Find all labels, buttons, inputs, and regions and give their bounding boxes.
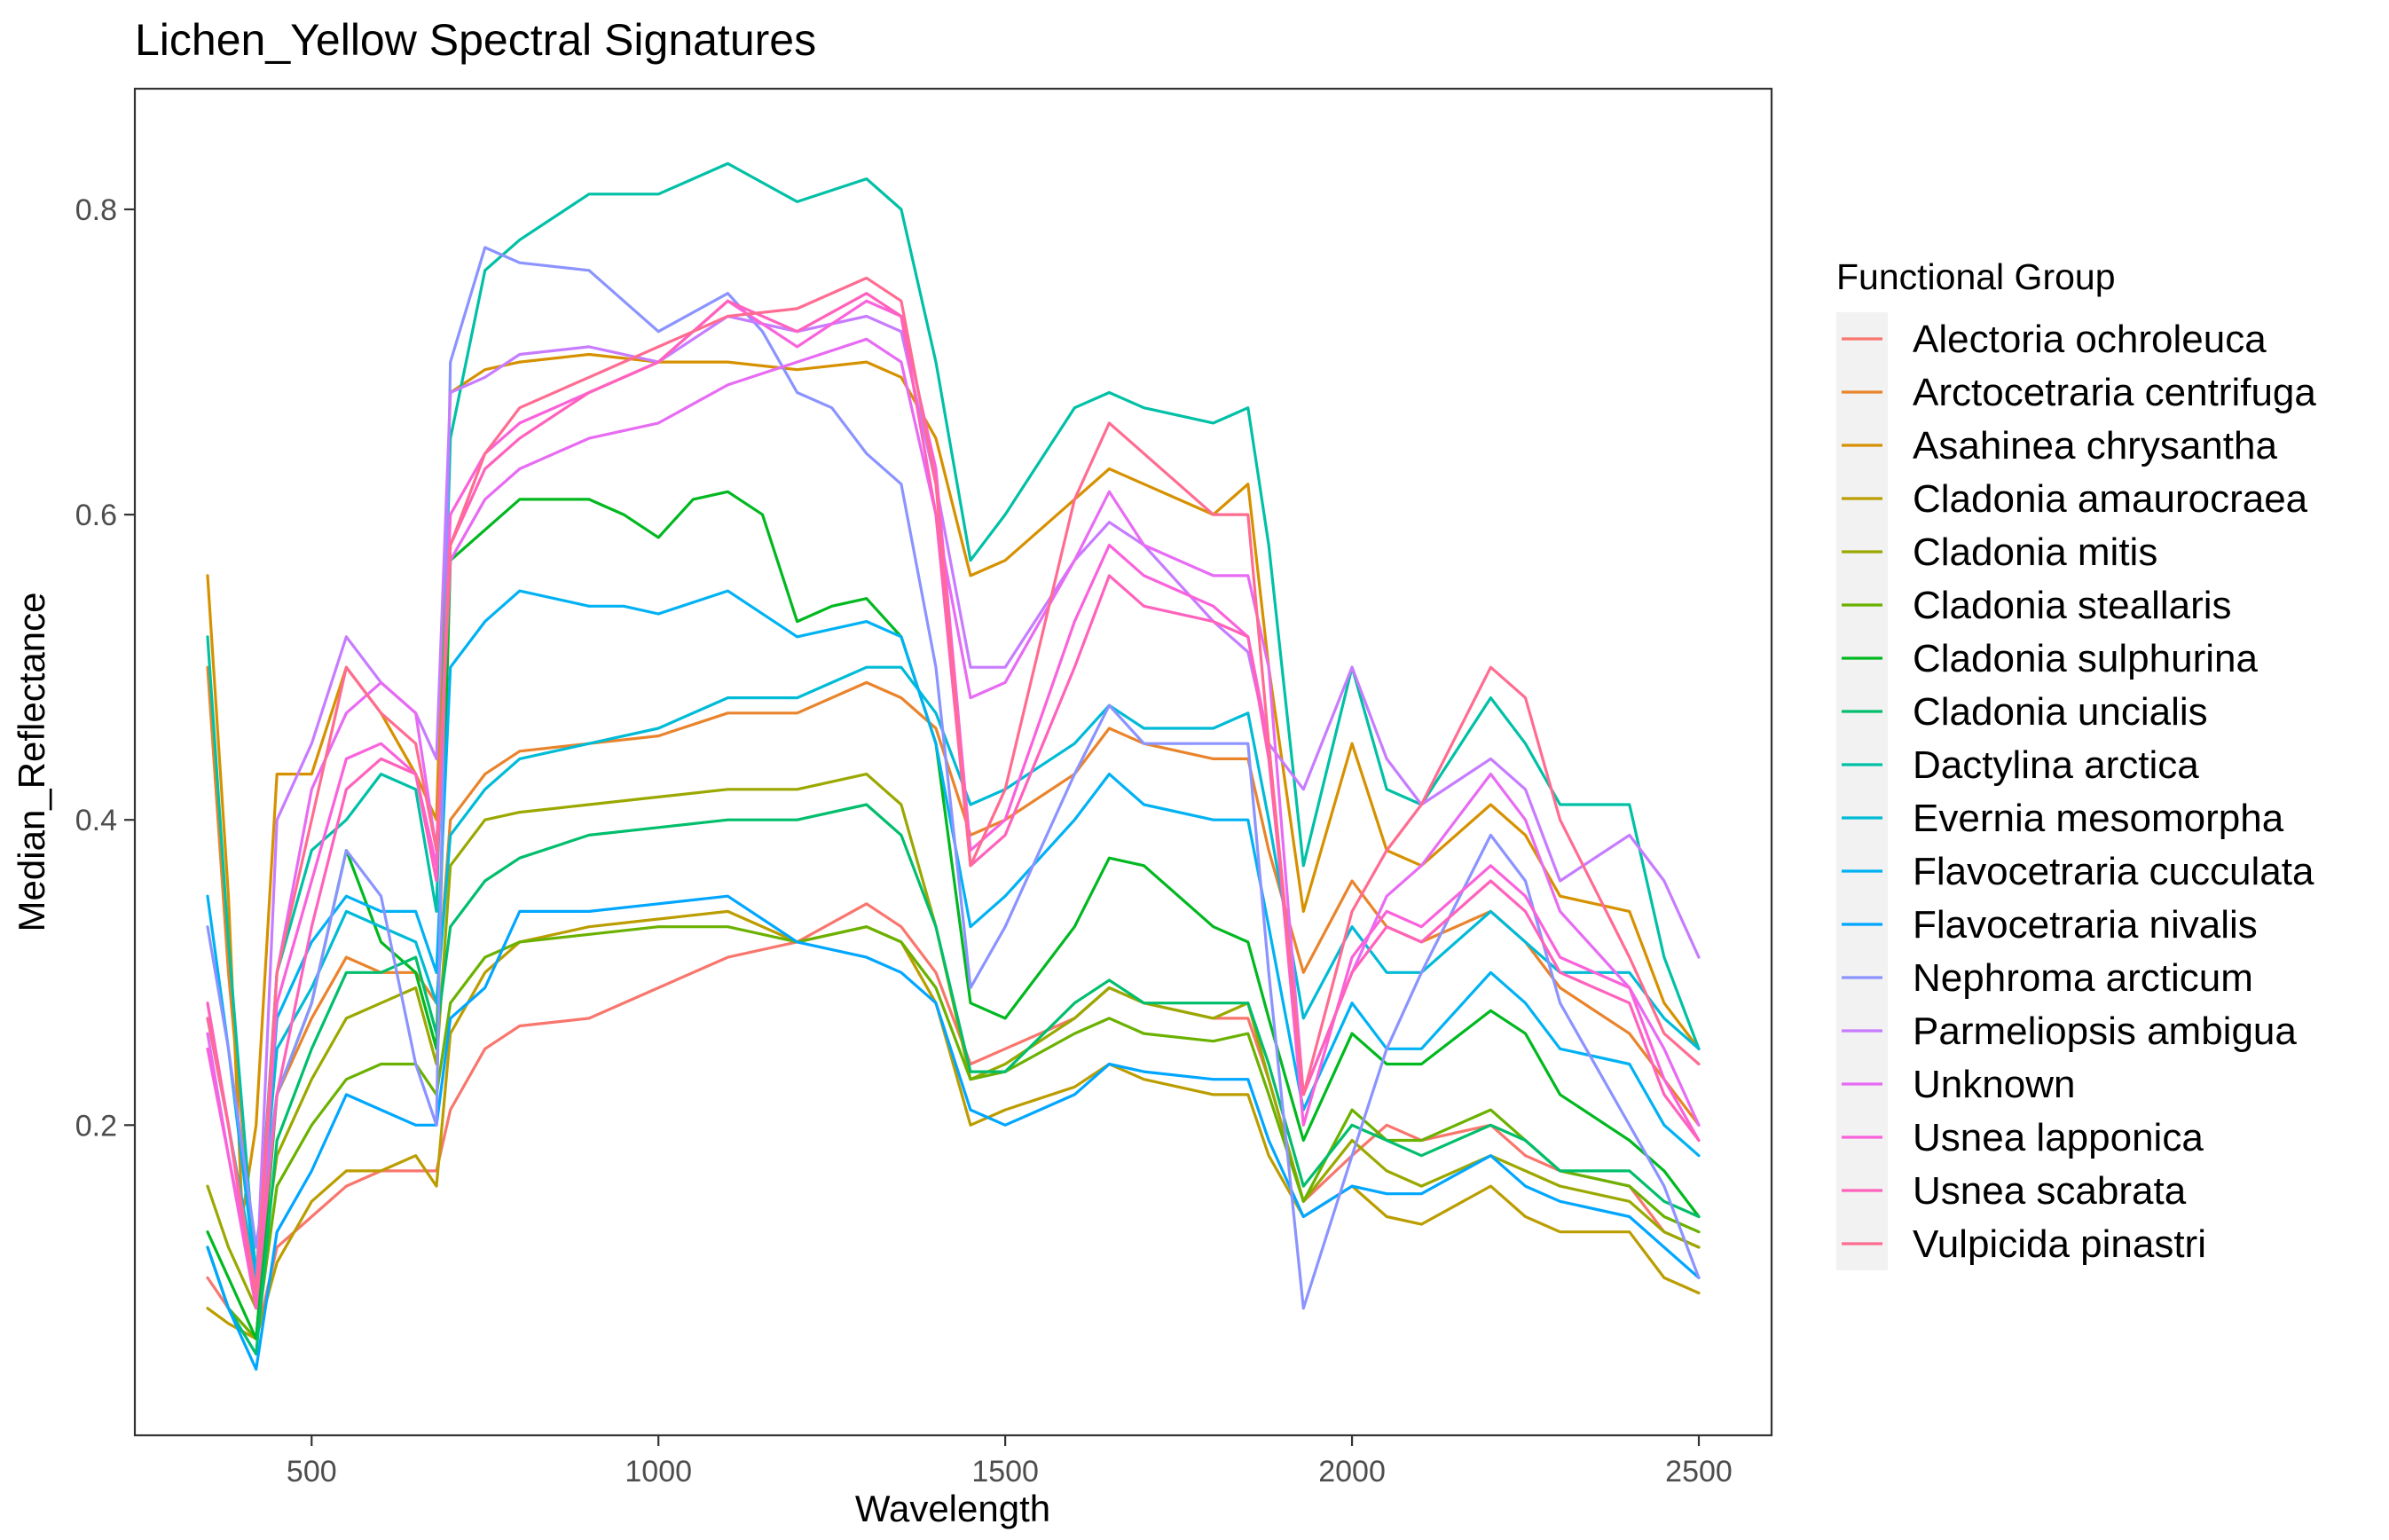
legend-label: Vulpicida pinastri <box>1913 1222 2206 1266</box>
x-axis-title: Wavelength <box>855 1488 1050 1529</box>
legend-label: Evernia mesomorpha <box>1913 797 2284 840</box>
x-tick-label: 1000 <box>625 1455 692 1489</box>
series-line <box>206 894 1701 1371</box>
series-line <box>206 803 1701 1355</box>
legend-label: Flavocetraria nivalis <box>1913 903 2258 947</box>
series-line <box>206 589 1701 1279</box>
y-axis: 0.2 0.4 0.6 0.8 <box>75 193 135 1143</box>
legend-label: Cladonia steallaris <box>1913 584 2232 627</box>
chart-title: Lichen_Yellow Spectral Signatures <box>135 15 816 65</box>
series-line <box>206 276 1701 1295</box>
legend-label: Unknown <box>1913 1063 2075 1106</box>
x-axis: 500 1000 1500 2000 2500 <box>287 1435 1733 1489</box>
series-lines <box>206 161 1701 1371</box>
y-tick-label: 0.6 <box>75 499 117 532</box>
legend-label: Cladonia mitis <box>1913 530 2157 574</box>
legend-label: Cladonia uncialis <box>1913 690 2208 734</box>
legend-label: Dactylina arctica <box>1913 743 2199 787</box>
legend-title: Functional Group <box>1836 256 2116 297</box>
legend-label: Asahinea chrysantha <box>1913 424 2277 468</box>
series-line <box>206 299 1701 1310</box>
series-line <box>206 292 1701 1310</box>
legend-label: Alectoria ochroleuca <box>1913 318 2267 361</box>
y-tick-label: 0.4 <box>75 804 117 837</box>
legend-label: Cladonia amaurocraea <box>1913 477 2308 521</box>
legend: Alectoria ochroleuca Arctocetraria centri… <box>1836 312 2316 1270</box>
legend-label: Usnea lapponica <box>1913 1116 2204 1159</box>
series-line <box>206 246 1701 1310</box>
legend-label: Parmeliopsis ambigua <box>1913 1010 2297 1053</box>
legend-label: Arctocetraria centrifuga <box>1913 371 2316 414</box>
legend-label: Cladonia sulphurina <box>1913 637 2258 680</box>
x-tick-label: 1500 <box>971 1455 1039 1489</box>
y-axis-title: Median_Reflectance <box>11 593 52 932</box>
legend-label: Usnea scabrata <box>1913 1169 2187 1213</box>
x-tick-label: 500 <box>287 1455 337 1489</box>
series-line <box>206 925 1701 1340</box>
y-tick-label: 0.8 <box>75 193 117 227</box>
legend-label: Flavocetraria cucculata <box>1913 850 2314 893</box>
legend-label: Nephroma arcticum <box>1913 956 2253 1000</box>
x-tick-label: 2000 <box>1318 1455 1386 1489</box>
y-tick-label: 0.2 <box>75 1109 117 1143</box>
x-tick-label: 2500 <box>1665 1455 1733 1489</box>
